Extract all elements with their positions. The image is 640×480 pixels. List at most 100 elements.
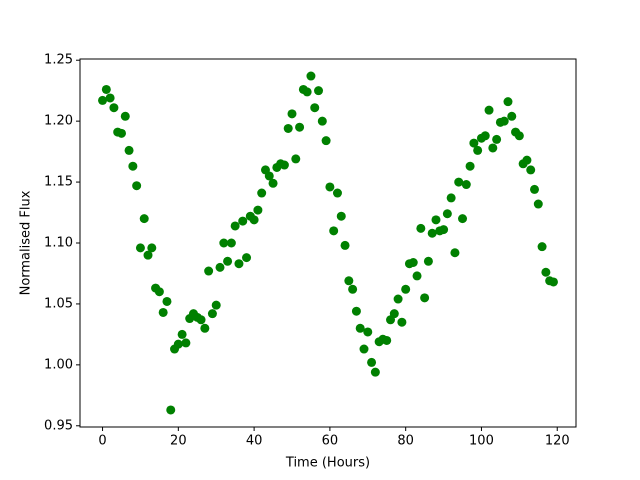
data-point <box>105 93 115 103</box>
data-point <box>238 216 248 226</box>
data-point <box>279 160 289 170</box>
data-point <box>465 161 475 171</box>
x-tick-label: 60 <box>322 434 339 449</box>
data-point <box>420 293 430 303</box>
x-tick-label: 0 <box>98 434 106 449</box>
data-point <box>533 199 543 209</box>
data-point <box>363 327 373 337</box>
data-point <box>454 177 464 187</box>
data-point <box>480 131 490 141</box>
data-point <box>336 211 346 221</box>
data-point <box>344 276 354 286</box>
data-point <box>211 300 221 310</box>
data-point <box>370 367 380 377</box>
data-point <box>340 240 350 250</box>
data-point <box>158 307 168 317</box>
data-point <box>200 323 210 333</box>
data-point <box>132 181 142 191</box>
data-point <box>128 161 138 171</box>
data-point <box>147 243 157 253</box>
data-point <box>458 214 468 224</box>
data-point <box>484 105 494 115</box>
x-tick-label: 40 <box>246 434 263 449</box>
data-point <box>196 315 206 325</box>
data-point <box>329 226 339 236</box>
x-axis-label: Time (Hours) <box>285 456 370 471</box>
y-tick-label: 1.20 <box>44 114 73 129</box>
data-point <box>548 277 558 287</box>
data-point <box>389 309 399 319</box>
data-point <box>526 165 536 175</box>
data-point <box>291 154 301 164</box>
data-point <box>173 339 183 349</box>
data-point <box>264 171 274 181</box>
data-point <box>507 111 517 121</box>
data-point <box>230 221 240 231</box>
data-point <box>503 97 513 107</box>
data-point <box>325 182 335 192</box>
data-point <box>207 309 217 319</box>
data-point <box>423 256 433 266</box>
y-tick-label: 1.00 <box>44 357 73 372</box>
data-point <box>541 267 551 277</box>
y-tick-label: 1.15 <box>44 175 73 190</box>
data-point <box>257 188 267 198</box>
plot-frame <box>79 58 577 428</box>
data-point <box>135 243 145 253</box>
data-point <box>427 228 437 238</box>
data-point <box>283 123 293 133</box>
data-point <box>242 253 252 263</box>
data-point <box>348 284 358 294</box>
data-point <box>355 323 365 333</box>
data-point <box>162 296 172 306</box>
data-point <box>321 136 331 146</box>
data-point <box>253 205 263 215</box>
x-tick-label: 20 <box>170 434 187 449</box>
data-point <box>120 111 130 121</box>
data-point <box>332 188 342 198</box>
data-point <box>219 238 229 248</box>
data-point <box>181 338 191 348</box>
data-point <box>473 145 483 155</box>
data-point <box>215 262 225 272</box>
data-point <box>143 250 153 260</box>
data-point <box>317 116 327 126</box>
data-point <box>287 109 297 119</box>
data-point <box>408 257 418 267</box>
data-point <box>223 256 233 266</box>
data-point <box>522 155 532 165</box>
data-point <box>397 317 407 327</box>
data-point <box>416 223 426 233</box>
data-point <box>124 145 134 155</box>
data-point <box>116 128 126 138</box>
y-tick-label: 1.25 <box>44 53 73 68</box>
data-point <box>226 238 236 248</box>
data-point <box>367 357 377 367</box>
x-tick-label: 120 <box>545 434 570 449</box>
data-point <box>177 329 187 339</box>
data-point <box>234 259 244 269</box>
data-point <box>393 294 403 304</box>
data-point <box>306 71 316 81</box>
data-point <box>98 95 108 105</box>
data-point <box>537 242 547 252</box>
data-point <box>382 335 392 345</box>
data-point <box>492 134 502 144</box>
data-point <box>431 215 441 225</box>
data-point <box>514 131 524 141</box>
data-point <box>351 306 361 316</box>
data-point <box>442 209 452 219</box>
y-tick-label: 1.10 <box>44 236 73 251</box>
data-point <box>401 284 411 294</box>
data-point <box>469 138 479 148</box>
x-tick-label: 80 <box>397 434 414 449</box>
data-point <box>302 87 312 97</box>
data-point <box>439 225 449 235</box>
data-point <box>310 103 320 113</box>
y-tick-label: 0.95 <box>44 418 73 433</box>
data-point <box>101 84 111 94</box>
data-point <box>314 86 324 96</box>
data-point <box>499 116 509 126</box>
data-point <box>488 143 498 153</box>
